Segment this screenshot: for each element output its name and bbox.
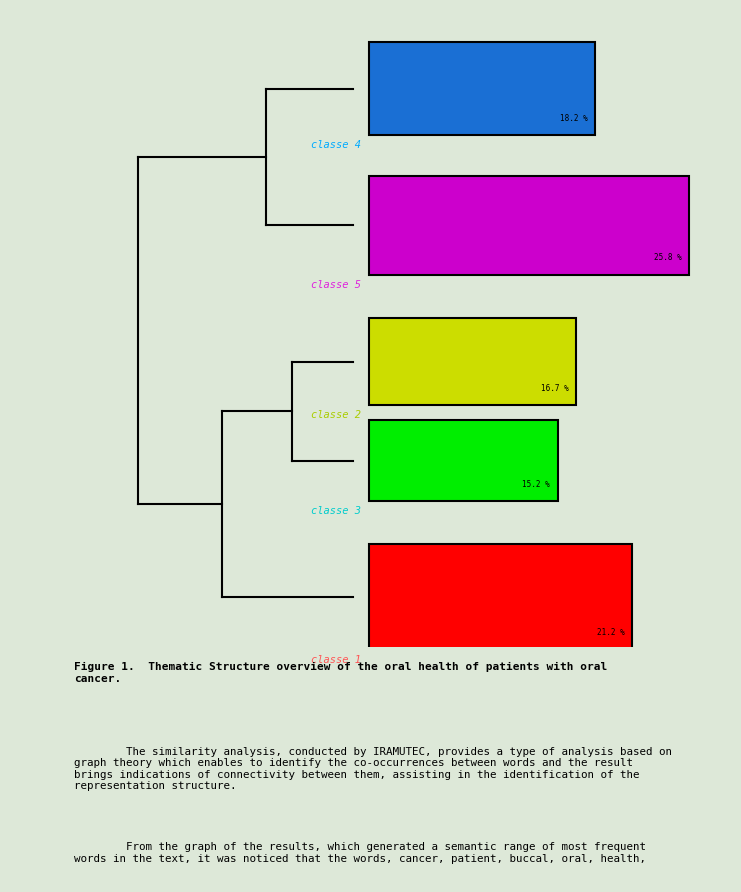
Bar [369,544,632,649]
Text: 18.2 %: 18.2 % [559,114,588,123]
Text: 21.2 %: 21.2 % [597,628,625,638]
Text: classe 3: classe 3 [311,506,362,516]
Text: classe 1: classe 1 [311,655,362,665]
Text: classe 5: classe 5 [311,280,362,290]
Bar [369,42,595,136]
Text: From the graph of the results, which generated a semantic range of most frequent: From the graph of the results, which gen… [74,842,646,863]
Text: 16.7 %: 16.7 % [541,384,568,392]
Bar [369,420,558,501]
Text: classe 2: classe 2 [311,410,362,420]
Text: classe 4: classe 4 [311,140,362,150]
Text: 25.8 %: 25.8 % [654,253,682,262]
Bar [369,176,689,275]
Text: 15.2 %: 15.2 % [522,480,550,489]
Bar [369,318,576,405]
Text: Figure 1.  Thematic Structure overview of the oral health of patients with oral
: Figure 1. Thematic Structure overview of… [74,663,608,684]
Text: The similarity analysis, conducted by IRAMUTEC, provides a type of analysis base: The similarity analysis, conducted by IR… [74,747,672,791]
